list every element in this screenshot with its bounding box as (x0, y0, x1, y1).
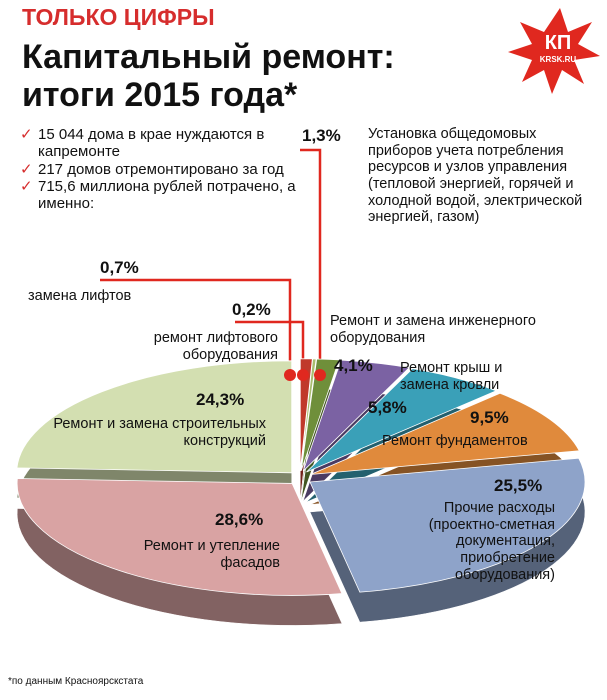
category-label: Ремонт фундаментов (382, 433, 528, 449)
slice (310, 392, 580, 475)
category-label: Ремонт и замена инженерного оборудования (330, 313, 536, 346)
leader-dots (284, 369, 326, 381)
value-label: 0,2% (232, 300, 271, 319)
slice (16, 478, 343, 596)
value-label: 28,6% (215, 510, 264, 529)
pie (16, 358, 586, 626)
leader-dot (297, 369, 309, 381)
category-label: Ремонт и утепление фасадов (143, 538, 280, 571)
leader-line (235, 320, 305, 375)
slice (300, 358, 340, 471)
note: 217 домов отремонтировано за год (20, 161, 300, 179)
category-label: Ремонт и замена строительных конструкций (53, 416, 266, 449)
category-label: ремонт лифтового оборудования (153, 330, 278, 363)
slice (302, 359, 411, 472)
value-label: 24,3% (196, 390, 245, 409)
value-label: 9,5% (470, 408, 509, 427)
note: 15 044 дома в крае нуждаются в капремонт… (20, 126, 300, 161)
notes: 15 044 дома в крае нуждаются в капремонт… (20, 126, 300, 212)
leaders (100, 148, 322, 375)
category-label: Прочие расходы (проектно-сметная докумен… (428, 500, 555, 583)
chart-title: Капитальный ремонт: итоги 2015 года* (22, 38, 395, 115)
note: 715,6 миллиона рублей потрачено, а именн… (20, 178, 300, 213)
slice (309, 457, 586, 593)
kicker: ТОЛЬКО ЦИФРЫ (22, 4, 215, 30)
value-label: 1,3% (302, 126, 341, 145)
leader-line (300, 148, 322, 375)
slice (16, 360, 293, 474)
value-label: 5,8% (368, 398, 407, 417)
leader-dot (314, 369, 326, 381)
footnote: *по данным Красноярскстата (8, 676, 144, 687)
logo-shape (508, 8, 600, 94)
value-label: 4,1% (334, 356, 373, 375)
logo-sub: KRSK.RU (539, 55, 577, 64)
slice (306, 368, 498, 473)
value-label: 25,5% (494, 476, 543, 495)
category-label: Ремонт крыш и замена кровли (400, 360, 503, 393)
category-label: замена лифтов (28, 288, 132, 304)
logo-main: КП (544, 32, 572, 54)
leader-line (100, 278, 292, 375)
value-label: 0,7% (100, 258, 139, 277)
logo-burst (508, 8, 600, 94)
leader-dot (284, 369, 296, 381)
slice (300, 358, 317, 471)
category-label: Установка общедомовых приборов учета пот… (368, 126, 583, 226)
